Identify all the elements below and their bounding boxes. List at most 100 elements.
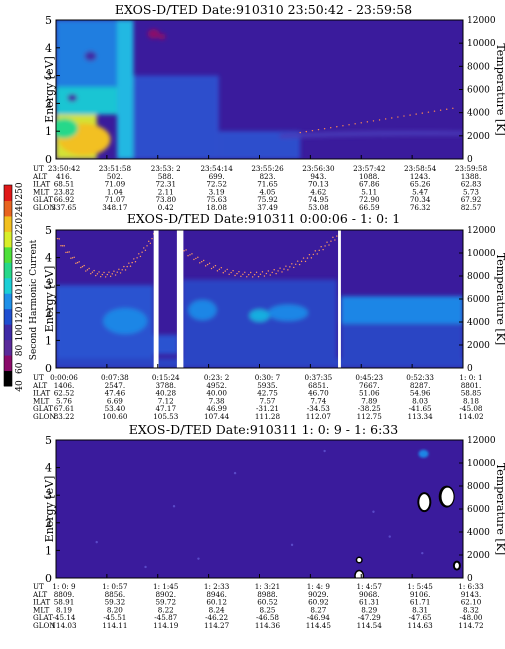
temperature-point <box>342 125 344 127</box>
intensity-spot <box>323 449 326 453</box>
ephemeris-value: 7.12 <box>158 396 174 405</box>
ephemeris-value: 114.72 <box>458 621 483 630</box>
ephemeris-value: 1388. <box>461 172 482 181</box>
colorbar-segment <box>4 231 12 248</box>
temperature-point <box>433 110 436 112</box>
temperature-point <box>195 257 197 260</box>
temperature-point <box>334 239 336 241</box>
temperature-point <box>238 270 240 273</box>
ephemeris-row-label: GLAT <box>33 404 53 413</box>
temperature-point <box>63 245 65 247</box>
temperature-point <box>251 276 254 278</box>
ephemeris-value: -45.08 <box>459 404 482 413</box>
ephemeris-value: 82.57 <box>461 203 482 212</box>
y2-tick-label: 2000 <box>467 341 490 351</box>
colorbar-segment <box>4 262 12 279</box>
y2-tick-label: 4000 <box>467 109 490 119</box>
ephemeris-value: 60.52 <box>257 598 278 607</box>
ephemeris-value: 60.12 <box>206 598 227 607</box>
plot-area <box>56 20 463 159</box>
intensity-region <box>182 279 337 368</box>
x-axis-time <box>55 574 464 578</box>
ephemeris-value: 53.08 <box>308 203 329 212</box>
temperature-point <box>277 270 279 272</box>
y2-tick-label: 2000 <box>467 551 490 561</box>
ephemeris-value: 66.59 <box>359 203 380 212</box>
temperature-point <box>316 253 318 255</box>
temperature-point <box>208 262 211 264</box>
temperature-point <box>372 120 375 122</box>
temperature-point <box>306 257 309 259</box>
ephemeris-value: 47.17 <box>155 404 176 413</box>
ephemeris-value: 8.25 <box>259 605 275 614</box>
intensity-region <box>56 334 179 355</box>
temperature-point <box>360 122 362 124</box>
temperature-trace <box>56 233 338 278</box>
temperature-point <box>323 127 326 130</box>
ephemeris-value: 62.83 <box>461 180 482 189</box>
intensity-spot-saturated <box>454 562 459 569</box>
y-axis-energy: 0 1 2 3 4 5 Energy [eV] <box>43 434 60 585</box>
ephemeris-value: 75.92 <box>257 195 278 204</box>
ephemeris-value: 62.52 <box>54 389 75 398</box>
y-axis-energy: 0 1 2 3 4 5 Energy [eV] <box>43 224 60 375</box>
ephemeris-value: 337.65 <box>51 203 77 212</box>
temperature-point <box>138 253 140 255</box>
ephemeris-row-label: MLT <box>33 605 50 614</box>
ephemeris-row-label: GLAT <box>33 195 53 204</box>
temperature-point <box>263 275 266 277</box>
ephemeris-value: 114.63 <box>408 621 434 630</box>
ephemeris-value: 1406. <box>54 381 75 390</box>
temperature-point <box>255 271 258 274</box>
temperature-point <box>131 261 133 264</box>
y2-tick-label: 0 <box>467 364 473 374</box>
temperature-point <box>214 264 217 267</box>
ephemeris-value: 67.92 <box>461 195 482 204</box>
ephemeris-value: 502. <box>107 172 123 181</box>
intensity-region <box>133 75 219 159</box>
intensity-spot <box>233 471 237 475</box>
temperature-point <box>298 263 301 266</box>
ephemeris-value: 61.31 <box>359 598 380 607</box>
temperature-point <box>78 261 80 263</box>
ephemeris-table: UT 23:50:42 23:51:58 23:53: 2 23:54:14 23:55:… <box>32 164 488 212</box>
temperature-point <box>275 272 277 275</box>
ephemeris-value: 23:53: 2 <box>151 164 181 173</box>
ephemeris-value: 8287. <box>410 381 431 390</box>
y-axis-temperature: 0 2000 4000 6000 8000 10000 12000 Temperature [… <box>459 436 505 584</box>
temperature-point <box>336 235 338 237</box>
y-tick-label: 5 <box>45 434 52 447</box>
ephemeris-value: -47.29 <box>358 613 381 622</box>
temperature-point <box>133 258 135 260</box>
ephemeris-value: 1: 4: 9 <box>307 582 331 591</box>
ephemeris-value: 105.53 <box>153 412 179 421</box>
colorbar-segment <box>4 246 12 263</box>
ephemeris-value: 5.73 <box>463 187 479 196</box>
temperature-point <box>403 115 405 117</box>
temperature-point <box>232 270 234 272</box>
temperature-point <box>391 117 393 119</box>
ephemeris-value: 9143. <box>461 590 482 599</box>
temperature-point <box>104 276 107 278</box>
ephemeris-value: 1088. <box>359 172 380 181</box>
ephemeris-value: 23:59:58 <box>455 164 488 173</box>
colorbar-tick-label: 220 <box>15 218 25 235</box>
temperature-point <box>299 131 301 134</box>
ephemeris-value: 1243. <box>410 172 431 181</box>
temperature-point <box>111 273 113 275</box>
ephemeris-value: -48.00 <box>459 613 482 622</box>
temperature-point <box>144 249 147 251</box>
y2-tick-label: 6000 <box>467 86 490 96</box>
intensity-spot <box>290 543 294 547</box>
y-tick-label: 2 <box>45 97 52 110</box>
ephemeris-row-label: GLAT <box>33 613 53 622</box>
y-tick-label: 1 <box>45 334 52 347</box>
y2-axis-label: Temperature [K] <box>494 43 505 135</box>
colorbar-tick-label: 140 <box>15 289 25 306</box>
intensity-spot <box>84 51 97 62</box>
temperature-point <box>139 255 142 258</box>
colorbar-tick-label: 160 <box>15 271 25 288</box>
y-tick-label: 4 <box>45 252 52 265</box>
temperature-point <box>265 272 268 275</box>
colorbar-tick-label: 180 <box>15 253 25 270</box>
